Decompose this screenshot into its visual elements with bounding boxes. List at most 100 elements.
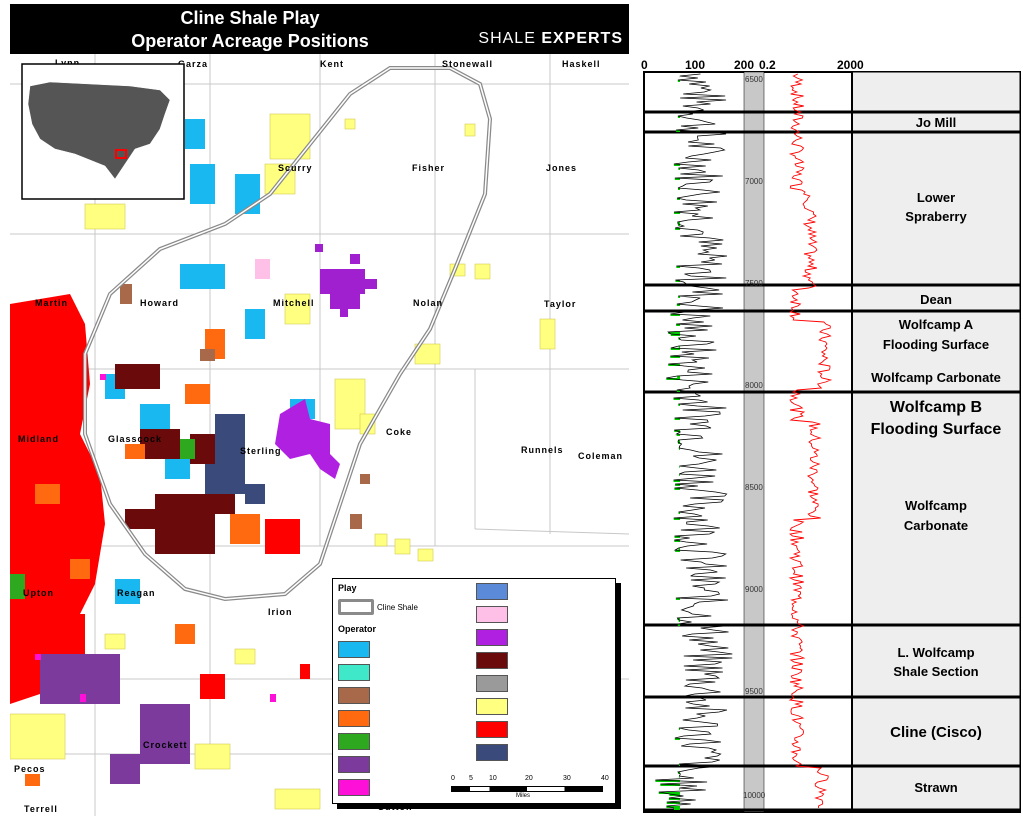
gr-shading — [676, 390, 680, 392]
scale-unit: Miles — [516, 793, 531, 799]
gr-shading — [666, 806, 680, 808]
legend-operator-swatch — [476, 675, 508, 692]
county-midland: Midland — [18, 434, 59, 444]
gr-shading — [674, 540, 680, 542]
gr-shading — [679, 466, 680, 468]
county-upton: Upton — [23, 588, 54, 598]
svg-text:8000: 8000 — [745, 381, 763, 390]
gr-shading — [674, 418, 680, 420]
legend-operator-swatch — [338, 733, 370, 750]
county-mitchell: Mitchell — [273, 298, 315, 308]
scale-tick-label: 0 — [451, 775, 455, 782]
legend-operator-swatch — [476, 744, 508, 761]
gr-shading — [678, 346, 680, 348]
axis-gr-100: 100 — [685, 58, 706, 72]
yellow-acreage — [10, 113, 556, 810]
gr-shading — [675, 228, 680, 230]
gr-shading — [676, 324, 680, 326]
southwest-purple-acreage — [40, 654, 190, 784]
gr-shading — [677, 618, 680, 620]
shale-experts-logo: SHALE EXPERTS — [478, 30, 623, 48]
county-sutton: Sutton — [378, 802, 413, 812]
zone-strawn: Strawn — [914, 780, 958, 795]
zone-wolfcamp-carbonate-2b: Carbonate — [903, 518, 969, 533]
legend-operator-swatch — [338, 710, 370, 727]
county-howard: Howard — [140, 298, 179, 308]
county-nolan: Nolan — [413, 298, 443, 308]
legend-operator-swatch — [476, 606, 508, 623]
gr-shading — [674, 738, 680, 740]
gamma-ray-curve — [655, 73, 733, 810]
axis-res-max: 2000 — [837, 58, 864, 72]
county-runnels: Runnels — [521, 445, 564, 455]
legend-operator-swatch — [338, 687, 370, 704]
legend-play-title: Play — [338, 583, 357, 593]
legend-operator-swatch — [476, 652, 508, 669]
gr-shading — [673, 164, 680, 166]
county-irion: Irion — [268, 607, 293, 617]
gr-shading — [677, 188, 680, 190]
zone-lower-spraberry-1: Lower — [916, 190, 956, 205]
resistivity-line — [788, 73, 833, 809]
county-martin: Martin — [35, 298, 68, 308]
gr-shading — [678, 440, 680, 442]
gr-shading — [678, 620, 680, 622]
gr-shading — [673, 480, 680, 482]
axis-res-min: 0.2 — [759, 58, 776, 72]
pink-acreage — [255, 259, 270, 279]
gr-shading — [678, 764, 680, 766]
scale-tick-label: 30 — [563, 775, 571, 782]
gr-shading — [679, 788, 680, 790]
resistivity-curve — [788, 73, 833, 809]
brown-acreage — [120, 284, 370, 529]
county-fisher: Fisher — [412, 163, 445, 173]
gr-shading — [674, 488, 680, 490]
gr-shading — [677, 222, 680, 224]
gr-shading — [658, 792, 680, 794]
gr-shading — [673, 518, 680, 520]
zone-wolfcamp-carbonate-1: Wolfcamp Carbonate — [871, 370, 1001, 385]
gr-shading — [678, 404, 680, 406]
depth-labels: 6500 7000 7500 8000 8500 9000 9500 10000 — [743, 75, 766, 800]
map-header: Cline Shale Play Operator Acreage Positi… — [10, 4, 629, 54]
gr-shading — [678, 512, 680, 514]
scale-tick-label: 10 — [489, 775, 497, 782]
legend-operator-swatch — [338, 664, 370, 681]
gr-shading — [655, 780, 680, 782]
gr-shading — [678, 224, 680, 226]
gr-shading — [678, 728, 680, 730]
legend-operator-swatch — [338, 779, 370, 796]
gr-shading — [668, 332, 680, 334]
county-haskell: Haskell — [562, 59, 601, 69]
zone-wolfcamp-carbonate-2a: Wolfcamp — [905, 498, 967, 513]
gr-shading — [673, 398, 680, 400]
gr-shading — [679, 474, 680, 476]
scale-tick-label: 20 — [525, 775, 533, 782]
county-terrell: Terrell — [24, 804, 58, 814]
zone-wolfcamp-b-2: Flooding Surface — [870, 421, 1002, 438]
mitchell-purple-acreage — [315, 244, 377, 317]
legend-operator-swatch — [476, 583, 508, 600]
gr-shading — [678, 548, 680, 550]
gr-shading — [677, 80, 680, 82]
county-reagan: Reagan — [117, 588, 156, 598]
county-pecos: Pecos — [14, 764, 46, 774]
svg-text:7500: 7500 — [745, 279, 763, 288]
gr-line — [655, 73, 733, 809]
map-title: Cline Shale Play — [180, 8, 320, 28]
gr-shading — [673, 212, 680, 214]
gr-shading — [673, 808, 680, 810]
gr-shading — [670, 334, 680, 336]
county-lynn: Lynn — [55, 58, 80, 68]
gr-shading — [677, 116, 680, 118]
gr-shading — [677, 376, 680, 378]
svg-text:9000: 9000 — [745, 585, 763, 594]
county-boundaries — [10, 54, 629, 816]
svg-text:6500: 6500 — [745, 75, 763, 84]
county-garza: Garza — [178, 59, 208, 69]
gr-shading — [674, 536, 680, 538]
gr-shading — [668, 798, 680, 800]
county-taylor: Taylor — [544, 299, 576, 309]
zone-jo-mill: Jo Mill — [915, 115, 957, 130]
svg-text:10000: 10000 — [743, 791, 766, 800]
